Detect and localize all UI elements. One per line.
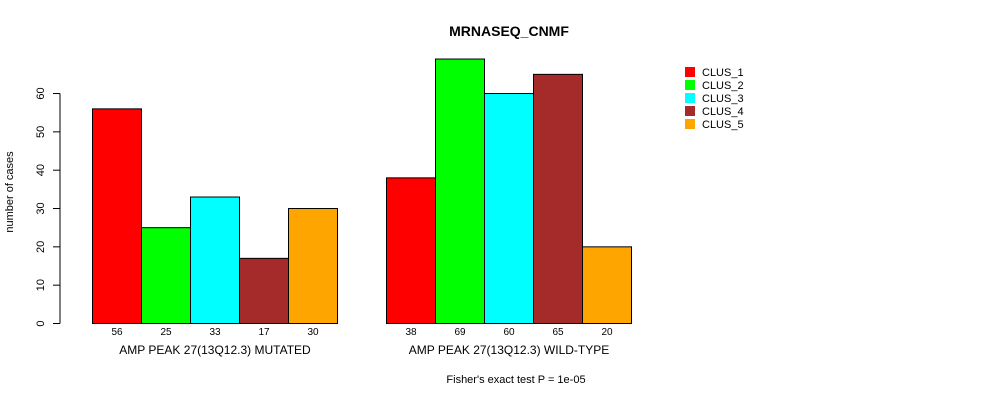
bar-clus-3 — [190, 196, 240, 324]
bar-clus-3 — [484, 93, 534, 324]
bars — [92, 58, 632, 325]
y-tick-label: 10 — [35, 279, 47, 291]
bar-count-label: 30 — [307, 327, 319, 338]
bar-clus-4 — [533, 73, 583, 325]
legend-label: CLUS_1 — [702, 67, 744, 79]
bar-count-label: 20 — [601, 327, 613, 338]
y-tick-label: 50 — [35, 126, 47, 138]
y-tick-label: 30 — [35, 202, 47, 214]
group-labels: AMP PEAK 27(13Q12.3) MUTATED AMP PEAK 27(… — [119, 343, 609, 357]
fisher-test-footnote: Fisher's exact test P = 1e-05 — [446, 374, 585, 386]
y-tick-label: 60 — [35, 87, 47, 99]
y-tick-label: 40 — [35, 164, 47, 176]
legend-label: CLUS_4 — [702, 106, 744, 118]
group-label: AMP PEAK 27(13Q12.3) MUTATED — [119, 343, 311, 357]
group-label: AMP PEAK 27(13Q12.3) WILD-TYPE — [409, 343, 610, 357]
legend-swatch — [685, 106, 695, 116]
legend-label: CLUS_3 — [702, 93, 744, 105]
y-tick-label: 0 — [35, 320, 47, 326]
bar-count-label: 60 — [503, 327, 515, 338]
bar-count-label: 17 — [258, 327, 270, 338]
bar-count-label: 69 — [454, 327, 466, 338]
bar-count-label: 56 — [111, 327, 123, 338]
bar-clus-5 — [582, 246, 632, 324]
legend-swatch — [685, 80, 695, 90]
bar-count-label: 25 — [160, 327, 172, 338]
bar-count-label: 38 — [405, 327, 417, 338]
bar-clus-4 — [239, 257, 289, 324]
y-axis-label: number of cases — [4, 151, 16, 233]
legend-swatch — [685, 93, 695, 103]
bar-count-label: 65 — [552, 327, 564, 338]
y-axis: 0 10 20 30 40 50 60 — [35, 87, 61, 327]
bar-clus-5 — [288, 208, 338, 324]
legend-swatch — [685, 67, 695, 77]
y-tick-label: 20 — [35, 241, 47, 253]
chart-title: MRNASEQ_CNMF — [449, 23, 569, 39]
bar-count-label: 33 — [209, 327, 221, 338]
legend-swatch — [685, 119, 695, 129]
legend-label: CLUS_2 — [702, 80, 744, 92]
bar-clus-2 — [435, 58, 485, 324]
bar-clus-1 — [386, 177, 436, 324]
bar-clus-2 — [141, 227, 191, 324]
bar-count-labels: 56 25 33 17 30 38 69 60 65 20 — [111, 327, 613, 338]
legend-label: CLUS_5 — [702, 119, 744, 131]
bar-clus-1 — [92, 108, 142, 324]
